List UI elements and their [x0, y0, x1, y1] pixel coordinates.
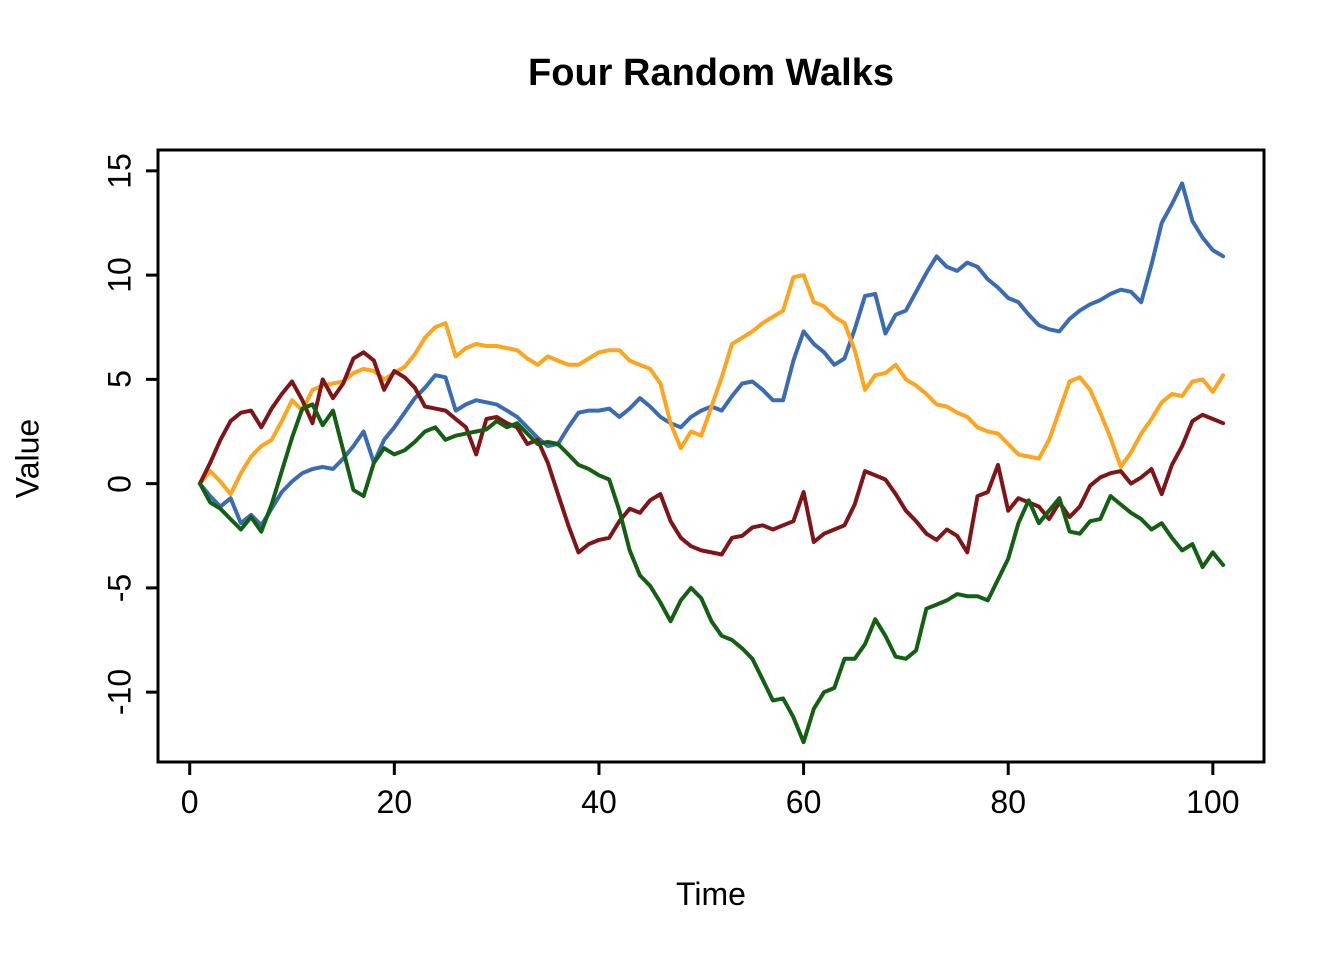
y-tick-label: -10	[101, 669, 138, 716]
y-tick-label: 5	[101, 370, 138, 389]
x-axis-title: Time	[676, 876, 746, 912]
y-tick-label: 10	[101, 257, 138, 293]
x-tick-label: 60	[785, 784, 822, 820]
x-tick-label: 80	[990, 784, 1026, 820]
y-axis-title: Value	[9, 418, 46, 499]
plot-box	[156, 148, 1266, 764]
series-line-4	[197, 402, 1226, 745]
chart-title: Four Random Walks	[528, 52, 894, 94]
y-tick-label: 15	[101, 153, 138, 189]
series-line-1	[197, 181, 1226, 528]
series-line-2	[197, 273, 1226, 497]
y-tick-label: -5	[101, 573, 138, 603]
x-tick-label: 0	[180, 784, 199, 820]
series-line-3	[197, 350, 1226, 557]
x-tick-label: 100	[1186, 784, 1240, 820]
x-tick-label: 40	[581, 784, 617, 820]
y-tick-label: 0	[101, 474, 138, 493]
x-tick-label: 20	[376, 784, 413, 820]
